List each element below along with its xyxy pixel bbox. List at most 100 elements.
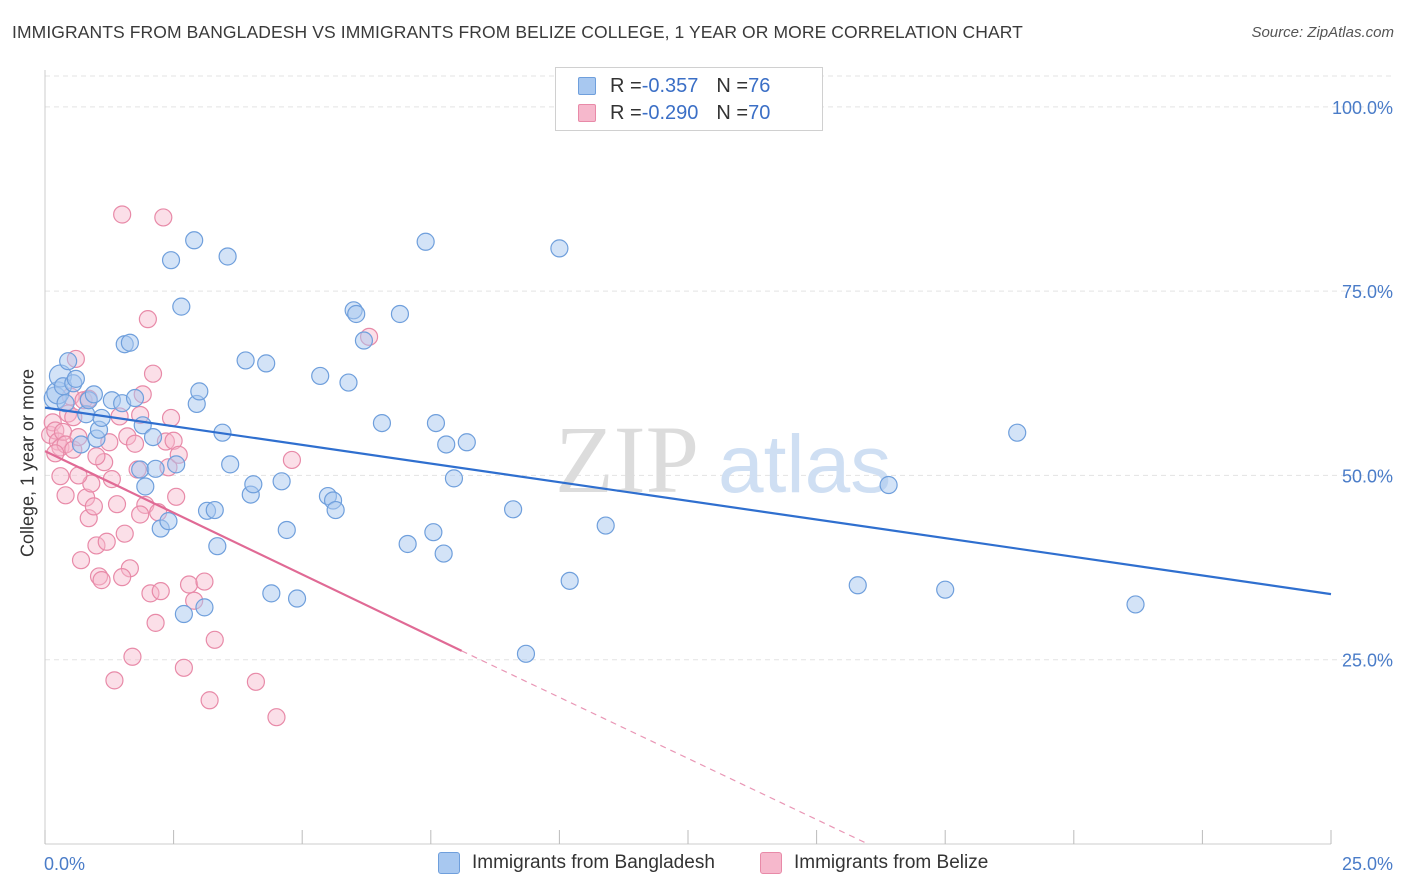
data-point-bangladesh	[218, 247, 237, 266]
data-point-belize	[46, 421, 65, 440]
data-point-bangladesh	[159, 512, 178, 531]
data-point-bangladesh	[92, 408, 111, 428]
data-point-belize	[200, 691, 219, 710]
data-point-belize	[167, 487, 186, 506]
data-point-belize	[154, 208, 173, 227]
data-point-bangladesh	[174, 604, 193, 624]
data-point-bangladesh	[434, 544, 453, 563]
legend-swatch-belize	[578, 104, 596, 122]
data-point-bangladesh	[426, 413, 446, 433]
correlation-legend: R = -0.357 N = 76 R = -0.290 N = 70	[555, 67, 823, 131]
data-point-bangladesh	[424, 523, 443, 542]
data-point-belize	[82, 474, 101, 493]
data-point-belize	[97, 532, 116, 551]
points-bangladesh	[43, 231, 1145, 663]
data-point-belize	[246, 672, 266, 691]
legend-n-label: N =	[716, 74, 749, 97]
data-point-belize	[282, 450, 302, 470]
data-point-bangladesh	[339, 373, 358, 392]
series-legend: Immigrants from Bangladesh Immigrants fr…	[0, 852, 1406, 878]
data-point-bangladesh	[311, 366, 330, 386]
legend-label-belize: Immigrants from Belize	[794, 852, 989, 873]
data-point-bangladesh	[143, 427, 163, 447]
data-point-bangladesh	[131, 460, 150, 479]
data-point-bangladesh	[504, 500, 523, 519]
data-point-bangladesh	[1008, 423, 1027, 442]
data-point-belize	[125, 434, 145, 453]
data-point-bangladesh	[167, 455, 186, 474]
legend-row-bangladesh: R = -0.357 N = 76	[578, 74, 770, 98]
data-point-bangladesh	[136, 477, 155, 496]
data-point-belize	[164, 431, 183, 450]
data-point-bangladesh	[550, 239, 569, 258]
legend-swatch-bangladesh	[578, 77, 596, 95]
y-tick-label: 100.0%	[1332, 98, 1393, 118]
legend-r-value: -0.290	[641, 101, 699, 124]
trend-line-bangladesh	[44, 406, 1332, 596]
data-point-bangladesh	[936, 580, 955, 599]
data-point-bangladesh	[287, 589, 307, 608]
data-point-bangladesh	[66, 369, 85, 388]
data-point-bangladesh	[516, 644, 536, 663]
data-point-bangladesh	[172, 297, 191, 316]
data-point-bangladesh	[272, 472, 291, 491]
data-point-belize	[174, 658, 193, 677]
legend-r-label: R =	[610, 74, 642, 97]
data-point-bangladesh	[444, 469, 464, 488]
data-point-belize	[118, 427, 137, 446]
data-point-bangladesh	[221, 455, 240, 474]
data-point-belize	[71, 551, 91, 570]
x-tick-label: 0.0%	[44, 854, 85, 874]
y-tick-label: 25.0%	[1342, 651, 1393, 671]
legend-swatch-belize	[760, 852, 782, 874]
data-point-bangladesh	[125, 388, 145, 408]
data-point-bangladesh	[161, 251, 181, 270]
data-point-belize	[138, 310, 157, 329]
data-point-bangladesh	[59, 352, 78, 371]
axis-layer	[44, 70, 1332, 845]
data-point-bangladesh	[185, 231, 204, 250]
data-point-belize	[115, 524, 134, 543]
data-point-bangladesh	[146, 459, 165, 478]
data-point-belize	[123, 647, 142, 666]
x-tick-label: 25.0%	[1342, 854, 1393, 874]
data-point-belize	[146, 613, 165, 632]
data-point-belize	[79, 509, 98, 528]
data-point-bangladesh	[120, 333, 139, 352]
data-point-bangladesh	[372, 413, 392, 433]
legend-r-label: R =	[610, 101, 642, 124]
trend-line-belize-extension	[461, 650, 869, 845]
data-point-bangladesh	[354, 331, 374, 350]
data-point-bangladesh	[390, 304, 410, 324]
data-point-belize	[195, 572, 214, 591]
data-point-bangladesh	[398, 534, 417, 554]
data-point-bangladesh	[262, 584, 281, 603]
legend-n-label: N =	[716, 101, 749, 124]
chart-source: Source: ZipAtlas.com	[1251, 24, 1394, 41]
legend-r-value: -0.357	[641, 74, 699, 97]
watermark-zip: ZIP	[555, 406, 699, 513]
legend-label-bangladesh: Immigrants from Bangladesh	[472, 852, 715, 873]
data-point-belize	[161, 408, 181, 428]
data-point-belize	[113, 568, 132, 587]
trend-line-belize	[44, 450, 463, 652]
data-point-bangladesh	[560, 571, 579, 590]
data-point-bangladesh	[190, 382, 209, 401]
data-point-bangladesh	[244, 475, 263, 494]
points-belize	[41, 205, 379, 727]
data-point-bangladesh	[84, 385, 103, 404]
watermark: ZIP atlas	[555, 406, 891, 513]
data-point-bangladesh	[416, 232, 435, 251]
data-point-belize	[107, 495, 127, 514]
data-point-bangladesh	[71, 435, 91, 454]
data-point-belize	[87, 447, 106, 466]
legend-row-belize: R = -0.290 N = 70	[578, 101, 770, 125]
data-point-belize	[143, 364, 163, 383]
legend-item-bangladesh: Immigrants from Bangladesh	[438, 852, 715, 874]
data-point-belize	[84, 497, 103, 516]
y-tick-label: 50.0%	[1342, 466, 1393, 486]
legend-n-value: 76	[748, 74, 771, 97]
watermark-atlas: atlas	[718, 419, 891, 510]
data-point-bangladesh	[236, 351, 255, 370]
